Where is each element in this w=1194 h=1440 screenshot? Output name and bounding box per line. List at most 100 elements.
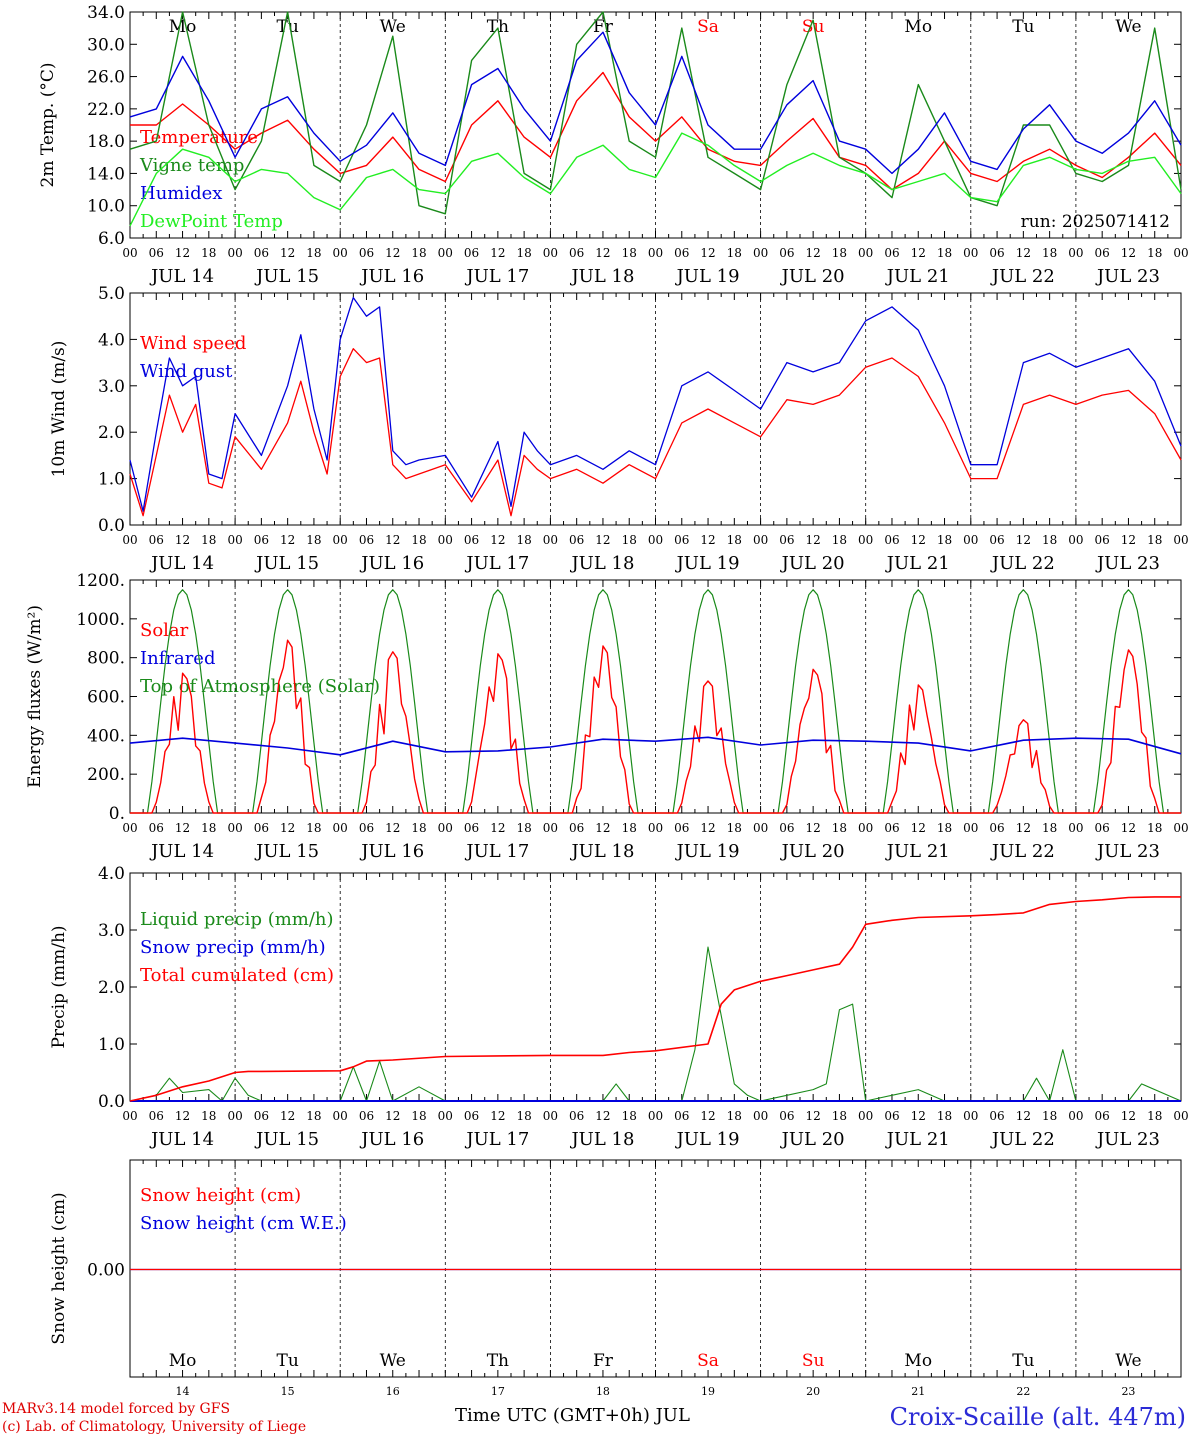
legend-entry: Wind speed	[140, 333, 246, 354]
hour-tick-label: 00	[1173, 1109, 1188, 1123]
hour-tick-label: 18	[411, 1109, 426, 1123]
hour-tick-label: 12	[175, 533, 190, 547]
hour-tick-label: 00	[122, 821, 137, 835]
legend-entry: Snow precip (mm/h)	[140, 937, 326, 958]
hour-tick-label: 12	[490, 246, 505, 260]
hour-tick-label: 00	[543, 533, 558, 547]
hour-tick-label: 06	[884, 246, 899, 260]
weekday-label: We	[380, 1351, 406, 1371]
y-tick-label: 0.0	[98, 516, 125, 536]
hour-tick-label: 12	[385, 821, 400, 835]
hour-tick-label: 06	[779, 1109, 794, 1123]
date-label: JUL 22	[990, 553, 1055, 574]
day-number-label: 22	[1016, 1385, 1030, 1398]
hour-tick-label: 00	[648, 821, 663, 835]
legend-entry: DewPoint Temp	[140, 211, 283, 232]
hour-tick-label: 18	[937, 533, 952, 547]
date-label: JUL 20	[780, 266, 845, 287]
hour-tick-label: 18	[832, 246, 847, 260]
footer-time-axis-label: Time UTC (GMT+0h) JUL	[455, 1405, 690, 1426]
weekday-label: Fr	[593, 1351, 614, 1371]
y-tick-label: 0.0	[98, 1092, 125, 1112]
hour-tick-label: 12	[490, 533, 505, 547]
hour-tick-label: 18	[201, 821, 216, 835]
y-tick-label: 34.0	[87, 3, 125, 23]
hour-tick-label: 18	[937, 1109, 952, 1123]
series-line	[130, 639, 1181, 814]
hour-tick-label: 00	[858, 533, 873, 547]
y-axis-3: 0. 200. 400. 600. 800. 1000. 1200. Energy fluxe…	[25, 571, 1181, 824]
y-tick-label: 2.0	[98, 423, 125, 443]
legend-entry: Top of Atmosphere (Solar)	[140, 676, 380, 697]
hour-tick-label: 12	[175, 246, 190, 260]
hour-tick-label: 00	[1173, 533, 1188, 547]
hour-tick-label: 06	[779, 533, 794, 547]
day-number-label: 21	[911, 1385, 925, 1398]
hour-tick-label: 12	[1121, 533, 1136, 547]
hour-tick-label: 18	[1042, 1109, 1057, 1123]
hour-tick-label: 06	[884, 1109, 899, 1123]
date-label: JUL 18	[569, 1129, 634, 1150]
weekday-label: Th	[487, 1351, 509, 1371]
legend-entry: Liquid precip (mm/h)	[140, 909, 334, 930]
weekday-label: Tu	[277, 17, 299, 37]
hour-tick-label: 00	[858, 821, 873, 835]
hour-tick-label: 00	[333, 533, 348, 547]
date-label: JUL 23	[1095, 841, 1160, 862]
hour-tick-label: 18	[201, 1109, 216, 1123]
hour-tick-label: 12	[1016, 821, 1031, 835]
hour-tick-label: 06	[1095, 821, 1110, 835]
hour-tick-label: 18	[1042, 246, 1057, 260]
hour-tick-label: 12	[280, 246, 295, 260]
hour-tick-label: 12	[1121, 246, 1136, 260]
weekday-label: Fr	[593, 17, 614, 37]
hour-tick-label: 12	[700, 821, 715, 835]
y-tick-label: 0.00	[87, 1261, 125, 1281]
footer-credit-line: (c) Lab. of Climatology, University of L…	[2, 1419, 307, 1435]
hour-tick-label: 06	[464, 1109, 479, 1123]
hour-tick-label: 18	[1147, 1109, 1162, 1123]
hour-tick-label: 18	[516, 533, 531, 547]
legend-entry: Total cumulated (cm)	[140, 965, 334, 986]
day-number-label: 15	[281, 1385, 295, 1398]
hour-tick-label: 18	[306, 246, 321, 260]
hour-tick-label: 06	[1095, 533, 1110, 547]
hour-tick-label: 18	[411, 246, 426, 260]
panel-3: 00 06 12 18 00 06 12 18 00 06 12 18 00 06 12 18 00 06 12 18…	[122, 579, 1189, 862]
hour-tick-label: 18	[622, 1109, 637, 1123]
hour-tick-label: 00	[333, 1109, 348, 1123]
hour-tick-label: 12	[490, 1109, 505, 1123]
panel-2: 00 06 12 18 00 06 12 18 00 06 12 18 00 06 12 18 00 06 12 18…	[122, 292, 1189, 574]
hour-tick-label: 00	[122, 246, 137, 260]
y-axis-2: 0.0 1.0 2.0 3.0 4.0 5.0 10m Wind (m/s) Wind spe…	[49, 284, 1181, 536]
hour-tick-label: 00	[227, 1109, 242, 1123]
weekday-label: Sa	[697, 17, 719, 37]
series-line	[129, 296, 1182, 512]
hour-tick-label: 06	[674, 533, 689, 547]
weekday-label: We	[380, 17, 406, 37]
hour-tick-label: 00	[438, 246, 453, 260]
hour-tick-label: 00	[122, 1109, 137, 1123]
hour-tick-label: 06	[569, 821, 584, 835]
date-label: JUL 23	[1095, 553, 1160, 574]
hour-tick-label: 18	[937, 821, 952, 835]
hour-tick-label: 00	[438, 1109, 453, 1123]
hour-tick-label: 06	[674, 246, 689, 260]
hour-tick-label: 18	[622, 533, 637, 547]
date-label: JUL 15	[254, 553, 319, 574]
date-label: JUL 20	[780, 1129, 845, 1150]
hour-tick-label: 06	[149, 533, 164, 547]
hour-tick-label: 18	[411, 821, 426, 835]
panel-1: 00 06 12 18 00 06 12 18 00 06 12 18 00 06 12 18 00 06 12 18…	[122, 11, 1189, 287]
date-label: JUL 14	[149, 553, 214, 574]
hour-tick-label: 06	[254, 246, 269, 260]
hour-tick-label: 18	[727, 246, 742, 260]
hour-tick-label: 12	[806, 246, 821, 260]
footer-model-line: MARv3.14 model forced by GFS	[2, 1401, 231, 1417]
y-tick-label: 400.	[87, 726, 125, 746]
hour-tick-label: 18	[411, 533, 426, 547]
hour-tick-label: 12	[700, 1109, 715, 1123]
hour-tick-label: 18	[306, 1109, 321, 1123]
date-label: JUL 22	[990, 1129, 1055, 1150]
